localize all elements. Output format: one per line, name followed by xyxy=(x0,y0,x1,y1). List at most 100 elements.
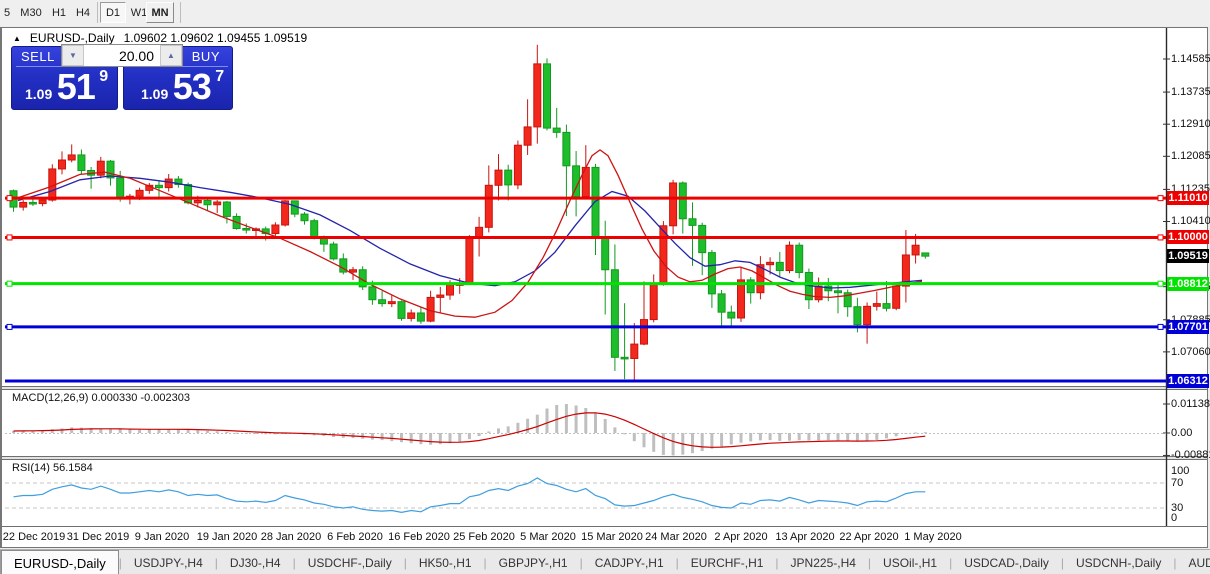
macd-histogram-bar xyxy=(147,429,151,433)
symbol-tab-usdcnh-daily[interactable]: USDCNH-,Daily xyxy=(1076,555,1162,570)
macd-histogram-bar xyxy=(118,429,122,433)
macd-axis-label: 0.00 xyxy=(1171,427,1193,439)
line-anchor-handle xyxy=(1157,323,1164,330)
timeframe-button-d1[interactable]: D1 xyxy=(100,2,126,23)
timeframe-button-h1[interactable]: H1 xyxy=(51,6,67,19)
macd-histogram-bar xyxy=(768,433,772,441)
macd-histogram-bar xyxy=(89,428,93,433)
candle-body xyxy=(174,178,183,186)
candle-body xyxy=(698,224,707,254)
macd-histogram-bar xyxy=(128,429,132,433)
candle-body xyxy=(669,182,678,227)
symbol-tab-usdjpy-h4[interactable]: USDJPY-,H4 xyxy=(133,555,203,570)
ask-price-pipette: 7 xyxy=(215,68,225,85)
macd-histogram-bar xyxy=(652,433,656,452)
candle-body xyxy=(707,252,716,295)
symbol-tab-jpn225-h4[interactable]: JPN225-,H4 xyxy=(790,555,856,570)
macd-histogram-bar xyxy=(846,433,850,441)
symbol-tab-dj30-h4[interactable]: DJ30-,H4 xyxy=(229,555,281,570)
candle-body xyxy=(630,343,639,359)
line-anchor-handle xyxy=(6,195,13,202)
candle-body xyxy=(737,279,745,319)
date-axis-label: 15 Mar 2020 xyxy=(581,531,643,543)
price-axis-tick-label: 1.14585 xyxy=(1171,53,1210,65)
macd-histogram-bar xyxy=(788,433,791,441)
candle-body xyxy=(58,159,66,170)
date-axis-label: 22 Dec 2019 xyxy=(2,531,66,543)
rsi-panel-splitter[interactable] xyxy=(1,456,1207,460)
timeframe-button-w1[interactable]: W1 xyxy=(130,6,148,19)
date-axis-label: 1 May 2020 xyxy=(904,531,962,543)
price-axis-tick-label: 1.12910 xyxy=(1171,118,1210,131)
timeframe-button-m30[interactable]: M30 xyxy=(20,6,42,19)
symbol-tab-gbpjpy-h1[interactable]: GBPJPY-,H1 xyxy=(498,555,568,570)
lot-increase-button[interactable]: ▲ xyxy=(160,45,182,66)
candle-body xyxy=(446,283,454,296)
macd-histogram-bar xyxy=(923,432,927,434)
macd-histogram-bar xyxy=(817,433,821,441)
macd-histogram-bar xyxy=(167,429,171,433)
candle-body xyxy=(77,154,86,172)
macd-histogram-bar xyxy=(273,433,277,435)
ask-price: 1.09 53 7 xyxy=(141,66,225,107)
sell-button[interactable]: SELL xyxy=(21,49,55,64)
symbol-tab-cadjpy-h1[interactable]: CADJPY-,H1 xyxy=(594,555,664,570)
rsi-axis-label: 30 xyxy=(1171,502,1184,514)
macd-histogram-bar xyxy=(467,433,471,440)
candle-body xyxy=(814,285,823,301)
macd-histogram-bar xyxy=(875,433,879,440)
ask-price-main: 53 xyxy=(172,66,212,107)
candle-body xyxy=(543,63,551,129)
candle-body xyxy=(513,144,522,186)
macd-histogram-bar xyxy=(41,429,45,433)
candle-body xyxy=(213,201,222,206)
symbol-tab-hk50-h1[interactable]: HK50-,H1 xyxy=(418,555,472,570)
tab-separator: | xyxy=(1173,555,1177,570)
candle-body xyxy=(766,261,775,266)
macd-panel-splitter[interactable] xyxy=(1,386,1207,390)
symbol-tab-bar: EURUSD-,Daily | USDJPY-,H4 | DJ30-,H4 | USDCHF… xyxy=(0,549,1210,574)
macd-histogram-bar xyxy=(380,433,384,441)
price-axis-tick-label: 1.12085 xyxy=(1171,150,1210,163)
symbol-tab-usoil-h1[interactable]: USOil-,H1 xyxy=(883,555,938,570)
lot-size-input[interactable] xyxy=(84,45,160,66)
timeframe-button-mn[interactable]: MN xyxy=(146,2,174,23)
line-anchor-handle xyxy=(1157,234,1164,241)
macd-histogram-bar xyxy=(535,414,539,433)
symbol-tab-usdchf-daily[interactable]: USDCHF-,Daily xyxy=(307,555,392,570)
macd-histogram-bar xyxy=(904,433,908,435)
symbol-tab-usdcad-daily[interactable]: USDCAD-,Daily xyxy=(964,555,1049,570)
macd-histogram-bar xyxy=(623,433,627,435)
candle-body xyxy=(678,182,687,220)
candle-body xyxy=(407,312,416,319)
timeframe-button-5[interactable]: 5 xyxy=(3,6,11,19)
macd-histogram-bar xyxy=(12,430,15,433)
macd-histogram-bar xyxy=(215,431,219,433)
symbol-tab-eurchf-h1[interactable]: EURCHF-,H1 xyxy=(690,555,764,570)
lot-decrease-button[interactable]: ▼ xyxy=(62,45,84,66)
macd-histogram-bar xyxy=(807,433,811,441)
macd-histogram-bar xyxy=(642,433,646,448)
date-axis-label: 24 Mar 2020 xyxy=(645,531,707,543)
symbol-tab-eurusd-daily[interactable]: EURUSD-,Daily xyxy=(1,550,119,574)
buy-button[interactable]: BUY xyxy=(191,49,220,64)
line-anchor-handle xyxy=(1157,280,1164,287)
candle-body xyxy=(300,213,309,222)
macd-histogram-bar xyxy=(264,433,268,435)
macd-histogram-bar xyxy=(584,408,588,433)
symbol-tab-audus[interactable]: AUDUS xyxy=(1188,555,1210,570)
rsi-axis-label: 70 xyxy=(1171,477,1184,489)
tab-separator: | xyxy=(1060,555,1064,570)
candle-body xyxy=(116,177,125,198)
macd-histogram-bar xyxy=(138,429,142,433)
chart-window[interactable] xyxy=(0,27,1208,548)
candle-body xyxy=(756,264,765,294)
rsi-line xyxy=(13,477,926,514)
timeframe-button-h4[interactable]: H4 xyxy=(75,6,91,19)
candle-body xyxy=(19,201,28,208)
collapse-panel-icon[interactable]: ▲ xyxy=(13,33,21,43)
line-anchor-handle xyxy=(6,280,13,287)
candle-body xyxy=(853,306,862,326)
